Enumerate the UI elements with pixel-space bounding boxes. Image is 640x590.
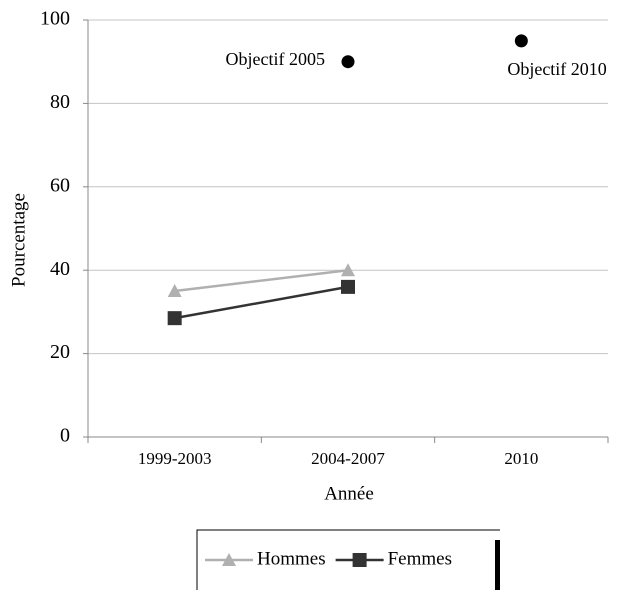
legend-marker [352, 553, 367, 567]
series-line [174, 285, 349, 320]
x-tick-label: 1999-2003 [138, 449, 212, 468]
data-point [341, 279, 355, 294]
target-point [341, 55, 355, 69]
data-point [341, 263, 355, 277]
y-tick-label: 0 [60, 425, 70, 447]
target-label: Objectif 2010 [507, 59, 606, 79]
y-tick-label: 60 [50, 174, 70, 196]
x-axis-label: Année [324, 483, 374, 504]
y-tick-label: 100 [40, 8, 70, 30]
legend-marker [222, 553, 236, 566]
legend-label: Hommes [257, 548, 326, 569]
x-tick-label: 2004-2007 [311, 449, 385, 468]
data-point [167, 284, 182, 298]
y-tick-label: 80 [50, 91, 70, 113]
y-axis-label: Pourcentage [8, 193, 29, 287]
data-point [167, 311, 182, 326]
target-point [514, 34, 528, 48]
y-tick-label: 40 [50, 258, 70, 280]
x-tick-label: 2010 [504, 449, 538, 468]
legend-edge [495, 540, 500, 590]
legend-label: Femmes [388, 548, 452, 569]
target-label: Objectif 2005 [226, 49, 325, 69]
y-tick-label: 20 [50, 341, 70, 363]
series-line [174, 268, 349, 293]
legend-box [196, 529, 500, 590]
